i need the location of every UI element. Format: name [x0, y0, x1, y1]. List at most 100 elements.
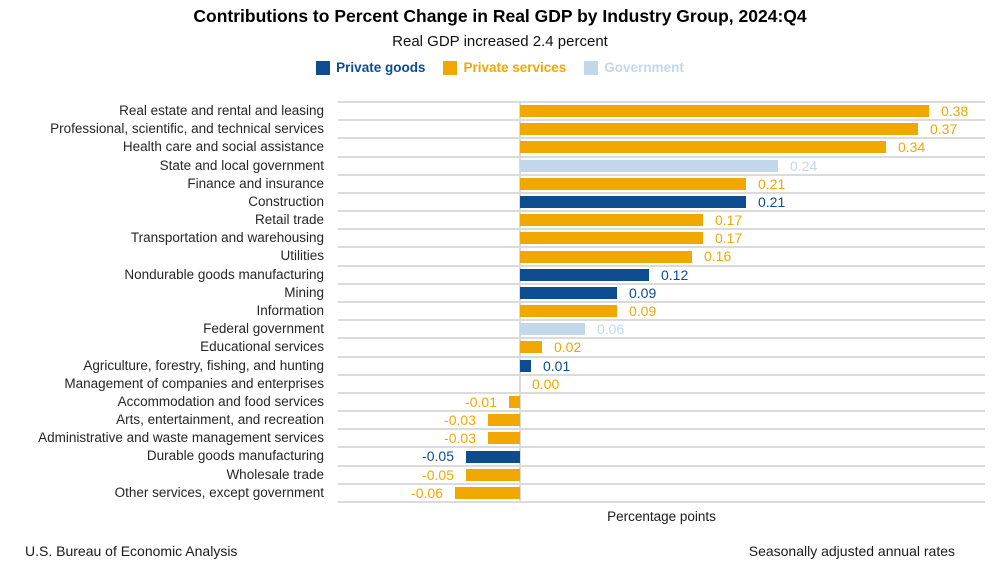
gridline [338, 101, 985, 103]
gridline [338, 483, 985, 485]
legend-label: Government [604, 60, 684, 75]
category-label: Wholesale trade [226, 466, 324, 482]
footer-source: U.S. Bureau of Economic Analysis [25, 543, 238, 559]
category-label: Agriculture, forestry, fishing, and hunt… [83, 357, 324, 373]
gridline [338, 210, 985, 212]
legend-swatch-services [443, 60, 458, 75]
gridline [338, 174, 985, 176]
value-label: 0.17 [715, 212, 743, 229]
legend-label: Private goods [336, 60, 426, 75]
zero-axis-line [519, 102, 521, 502]
category-label: Construction [248, 193, 324, 209]
category-label: Information [256, 303, 324, 318]
value-label: -0.03 [444, 412, 476, 429]
footer-note: Seasonally adjusted annual rates [748, 543, 955, 559]
legend-item-government: Government [584, 60, 684, 75]
bar [520, 323, 585, 336]
gridline [338, 410, 985, 412]
category-label: State and local government [159, 157, 324, 173]
value-label: 0.21 [758, 175, 786, 192]
gridline [338, 428, 985, 430]
legend-label: Private services [463, 60, 567, 75]
bar [520, 232, 703, 245]
bar [520, 123, 918, 136]
category-label: Mining [284, 284, 324, 300]
category-label: Health care and social assistance [122, 139, 324, 155]
gridline [338, 137, 985, 139]
category-label: Finance and insurance [187, 175, 324, 191]
bar [520, 359, 531, 372]
category-label: Federal government [203, 321, 324, 337]
category-label: Utilities [280, 248, 324, 264]
bar [520, 159, 778, 172]
bar [520, 286, 617, 299]
value-label: 0.09 [629, 303, 657, 319]
bar [455, 486, 520, 499]
gridline [338, 501, 985, 503]
bar [466, 468, 520, 481]
value-label: 0.16 [704, 248, 732, 265]
legend-item-services: Private services [443, 60, 566, 75]
gridline [338, 337, 985, 339]
category-label: Real estate and rental and leasing [119, 103, 324, 118]
category-label: Durable goods manufacturing [146, 448, 324, 464]
chart-title: Contributions to Percent Change in Real … [193, 6, 807, 26]
gridline [338, 446, 985, 448]
legend-item-goods: Private goods [316, 60, 425, 75]
gridline [338, 301, 985, 303]
category-label: Accommodation and food services [117, 393, 324, 409]
bar [520, 305, 617, 318]
gridline [338, 156, 985, 158]
value-label: 0.37 [930, 121, 958, 138]
value-label: 0.12 [661, 266, 689, 283]
category-label: Retail trade [254, 212, 324, 228]
value-label: 0.34 [898, 139, 926, 156]
value-label: -0.05 [422, 466, 454, 483]
chart-subtitle: Real GDP increased 2.4 percent [392, 33, 608, 50]
gridline [338, 392, 985, 394]
gridline [338, 246, 985, 248]
gridline [338, 374, 985, 376]
value-label: 0.00 [532, 375, 560, 392]
bar [520, 268, 649, 281]
value-label: 0.06 [597, 321, 625, 338]
gridline [338, 465, 985, 467]
bar [488, 432, 520, 445]
gridline [338, 228, 985, 230]
value-label: 0.17 [715, 230, 743, 247]
category-label: Management of companies and enterprises [64, 375, 324, 391]
bar [520, 341, 542, 354]
category-label: Professional, scientific, and technical … [50, 121, 324, 137]
legend: Private goods Private services Government [0, 60, 1000, 75]
category-label: Arts, entertainment, and recreation [116, 412, 324, 428]
bar [520, 196, 746, 208]
gridline [338, 283, 985, 285]
gridline [338, 192, 985, 194]
value-label: 0.01 [543, 357, 571, 374]
legend-swatch-goods [316, 60, 331, 75]
value-label: -0.05 [422, 448, 454, 465]
bar [520, 141, 886, 154]
value-label: -0.01 [465, 393, 497, 410]
bar [520, 214, 703, 227]
category-label: Transportation and warehousing [130, 230, 324, 246]
category-label: Other services, except government [114, 484, 324, 500]
value-label: -0.06 [411, 484, 443, 501]
value-label: 0.21 [758, 193, 786, 210]
bar [520, 177, 746, 190]
bar [466, 450, 520, 463]
value-label: -0.03 [444, 430, 476, 447]
value-label: 0.09 [629, 284, 657, 301]
bar-chart-plot: Real estate and rental and leasing 0.38 Pr… [0, 101, 985, 504]
legend-swatch-government [584, 60, 599, 75]
value-label: 0.24 [790, 157, 818, 174]
category-label: Administrative and waste management serv… [38, 430, 324, 446]
gridline [338, 119, 985, 121]
value-label: 0.38 [941, 103, 969, 119]
category-label: Educational services [200, 339, 324, 355]
category-label: Nondurable goods manufacturing [124, 266, 324, 282]
gridline [338, 356, 985, 358]
bar [488, 414, 520, 427]
value-label: 0.02 [554, 339, 582, 356]
bar [509, 396, 520, 408]
